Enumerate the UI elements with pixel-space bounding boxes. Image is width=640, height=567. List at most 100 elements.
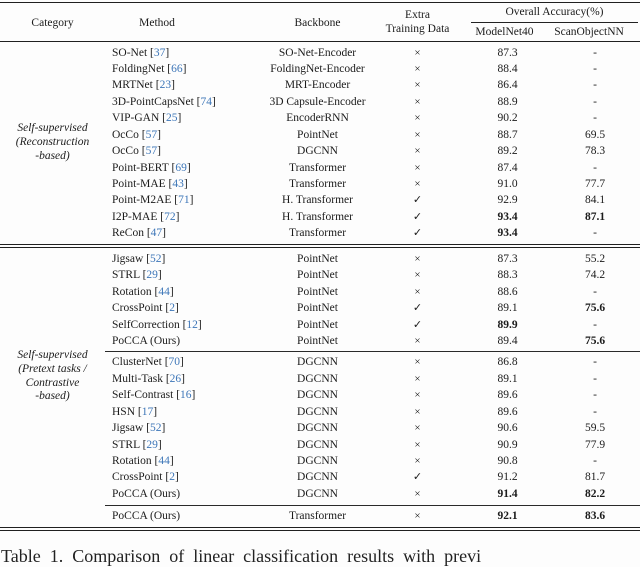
citation-link[interactable]: 69 <box>175 161 187 174</box>
citation-link[interactable]: 52 <box>150 422 162 435</box>
table-row: STRL [29] DGCNN × 90.9 77.9 <box>105 437 640 453</box>
citation-link[interactable]: 16 <box>180 389 192 402</box>
citation-link[interactable]: 44 <box>158 285 170 298</box>
scanobjectnn-value: 69.5 <box>584 128 606 141</box>
method-cell: Self-Contrast [16] <box>105 387 265 403</box>
citation-link[interactable]: 25 <box>166 112 178 125</box>
method-name: Point-M2AE <box>112 194 172 207</box>
modelnet40-value: 89.1 <box>497 302 518 315</box>
extra-training-mark: ✓ <box>412 210 423 223</box>
method-cell: CrossPoint [2] <box>105 300 265 316</box>
modelnet40-value: 88.3 <box>497 269 518 282</box>
backbone-cell: Transformer <box>288 509 347 522</box>
modelnet40-value: 88.9 <box>497 95 518 108</box>
citation-link[interactable]: 2 <box>169 471 175 484</box>
scanobjectnn-value: - <box>593 62 597 75</box>
citation-link[interactable]: 29 <box>146 269 158 282</box>
citation-bracket: [29] <box>139 269 162 282</box>
method-name: Rotation <box>112 455 152 467</box>
backbone-cell: PointNet <box>297 318 338 331</box>
section-ours-transformer: PoCCA (Ours) Transformer × 92.1 83.6 <box>0 504 640 527</box>
method-name: PoCCA (Ours) <box>112 487 181 500</box>
citation-link[interactable]: 29 <box>146 438 158 451</box>
modelnet40-value: 90.6 <box>497 422 518 435</box>
method-cell: STRL [29] <box>105 267 265 283</box>
method-cell: SelfCorrection [12] <box>105 317 265 333</box>
backbone-cell: H. Transformer <box>282 210 353 223</box>
citation-bracket: [52] <box>143 422 166 435</box>
citation-link[interactable]: 2 <box>169 302 175 315</box>
citation-link[interactable]: 37 <box>153 46 166 59</box>
method-cell: Rotation [44] <box>105 284 265 300</box>
method-cell: CrossPoint [2] <box>105 469 265 485</box>
method-name: OcCo <box>112 145 139 158</box>
rows-block-reconstruction: SO-Net [37] SO-Net-Encoder × 87.3 - Fold… <box>105 45 640 242</box>
rows-block-pointnet: Jigsaw [52] PointNet × 87.3 55.2 STRL [2… <box>105 251 640 350</box>
citation-link[interactable]: 66 <box>171 62 183 75</box>
scanobjectnn-value: 77.7 <box>584 178 606 190</box>
method-cell: PoCCA (Ours) <box>105 333 265 349</box>
table-row: PoCCA (Ours) PointNet × 89.4 75.6 <box>105 333 640 349</box>
modelnet40-value: 89.6 <box>497 389 518 402</box>
method-cell: PoCCA (Ours) <box>105 486 265 502</box>
citation-link[interactable]: 52 <box>150 252 162 265</box>
citation-link[interactable]: 12 <box>186 318 198 331</box>
citation-bracket: [25] <box>159 112 182 125</box>
backbone-cell: DGCNN <box>297 422 338 435</box>
backbone-cell: PointNet <box>297 334 338 347</box>
modelnet40-value: 91.2 <box>497 471 518 484</box>
table-row: Rotation [44] DGCNN × 90.8 - <box>105 453 640 469</box>
citation-link[interactable]: 47 <box>150 227 163 240</box>
citation-link[interactable]: 26 <box>169 372 182 385</box>
citation-link[interactable]: 72 <box>164 210 176 223</box>
modelnet40-value: 92.9 <box>497 194 518 207</box>
citation-link[interactable]: 44 <box>158 455 170 467</box>
scanobjectnn-value: - <box>593 161 597 174</box>
backbone-cell: FoldingNet-Encoder <box>270 62 365 75</box>
modelnet40-value: 91.0 <box>497 178 518 190</box>
extra-training-mark: × <box>414 455 421 467</box>
method-cell: SO-Net [37] <box>105 45 265 61</box>
method-name: STRL <box>112 438 140 451</box>
backbone-cell: PointNet <box>297 302 338 315</box>
scanobjectnn-value: - <box>593 227 597 240</box>
modelnet40-value: 90.2 <box>497 112 518 125</box>
scanobjectnn-value: 78.3 <box>584 145 606 158</box>
scanobjectnn-value: 55.2 <box>584 252 606 265</box>
backbone-cell: PointNet <box>297 285 338 298</box>
citation-bracket: [70] <box>161 356 184 369</box>
method-name: Self-Contrast <box>112 389 174 402</box>
category-cell: Self-supervised (Pretext tasks / Contras… <box>0 248 105 505</box>
citation-bracket: [26] <box>162 372 186 385</box>
table-row: Point-MAE [43] Transformer × 91.0 77.7 <box>105 176 640 192</box>
table-caption: Table 1. Comparison of linear classifica… <box>1 546 482 566</box>
scanobjectnn-value: 75.6 <box>584 302 606 315</box>
citation-link[interactable]: 17 <box>141 405 154 418</box>
backbone-cell: PointNet <box>297 128 338 141</box>
method-cell: MRTNet [23] <box>105 77 265 93</box>
table-header: Category Method Backbone Extra Training … <box>0 3 640 41</box>
citation-link[interactable]: 71 <box>178 194 190 207</box>
citation-link[interactable]: 70 <box>168 356 181 369</box>
scanobjectnn-value: 82.2 <box>584 487 606 500</box>
citation-link[interactable]: 43 <box>172 178 184 190</box>
method-name: I2P-MAE <box>112 210 158 223</box>
extra-training-mark: × <box>414 438 421 451</box>
citation-link[interactable]: 57 <box>145 128 158 141</box>
citation-link[interactable]: 74 <box>200 95 213 108</box>
category-cell: Self-supervised (Reconstruction -based) <box>0 42 105 244</box>
section-pretext-contrastive: Self-supervised (Pretext tasks / Contras… <box>0 248 640 505</box>
backbone-cell: DGCNN <box>297 471 338 484</box>
method-cell: Point-BERT [69] <box>105 160 265 176</box>
citation-bracket: [71] <box>171 194 194 207</box>
citation-bracket: [23] <box>152 79 175 92</box>
citation-bracket: [43] <box>165 178 188 190</box>
scanobjectnn-value: 77.9 <box>584 438 606 451</box>
header-scanobjectnn: ScanObjectNN <box>554 26 624 38</box>
modelnet40-value: 86.8 <box>497 356 518 369</box>
table-row: Rotation [44] PointNet × 88.6 - <box>105 284 640 300</box>
citation-link[interactable]: 57 <box>145 145 158 158</box>
citation-link[interactable]: 23 <box>159 79 172 92</box>
method-cell: ReCon [47] <box>105 225 265 241</box>
